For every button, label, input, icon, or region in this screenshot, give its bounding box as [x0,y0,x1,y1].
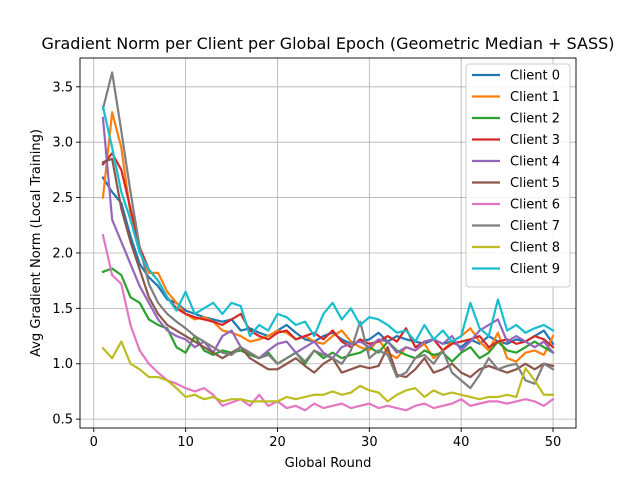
y-axis: 0.5 1.0 1.5 2.0 2.5 3.0 3.5 [52,80,80,428]
series-line-client-5 [101,157,555,379]
legend-label: Client 5 [510,176,560,191]
chart-title: Gradient Norm per Client per Global Epoc… [42,34,615,53]
legend: Client 0 Client 1 Client 2 Client 3 Client 4… [465,63,571,288]
series-lines [101,71,555,412]
legend-label: Client 6 [510,198,560,213]
y-tick-label: 2.0 [52,246,73,261]
x-axis: 0 10 20 30 40 50 [90,428,562,450]
x-axis-label: Global Round [285,456,372,471]
legend-label: Client 8 [510,241,560,256]
y-tick-label: 3.5 [52,80,73,95]
y-tick-label: 1.5 [52,302,73,317]
y-tick-label: 2.5 [52,191,73,206]
y-tick-label: 3.0 [52,136,73,151]
legend-label: Client 7 [510,219,560,234]
x-tick-label: 40 [453,435,470,450]
series-line-client-7 [101,71,555,390]
y-tick-label: 1.0 [52,357,73,372]
series-line-client-1 [101,111,555,363]
legend-label: Client 2 [510,112,560,127]
x-tick-label: 20 [269,435,286,450]
x-tick-label: 10 [177,435,194,450]
legend-label: Client 0 [510,69,560,84]
axes-frame [79,57,577,429]
legend-label: Client 1 [510,90,560,105]
legend-label: Client 4 [510,155,560,170]
y-axis-label: Avg Gradient Norm (Local Training) [29,129,44,357]
series-line-client-6 [101,233,555,412]
series-line-client-8 [101,340,555,403]
legend-label: Client 9 [510,262,560,277]
x-tick-label: 0 [90,435,98,450]
x-tick-label: 30 [361,435,378,450]
y-tick-label: 0.5 [52,413,73,428]
x-tick-label: 50 [545,435,562,450]
legend-label: Client 3 [510,133,560,148]
legend-box [465,63,571,288]
series-line-client-9 [101,105,555,343]
